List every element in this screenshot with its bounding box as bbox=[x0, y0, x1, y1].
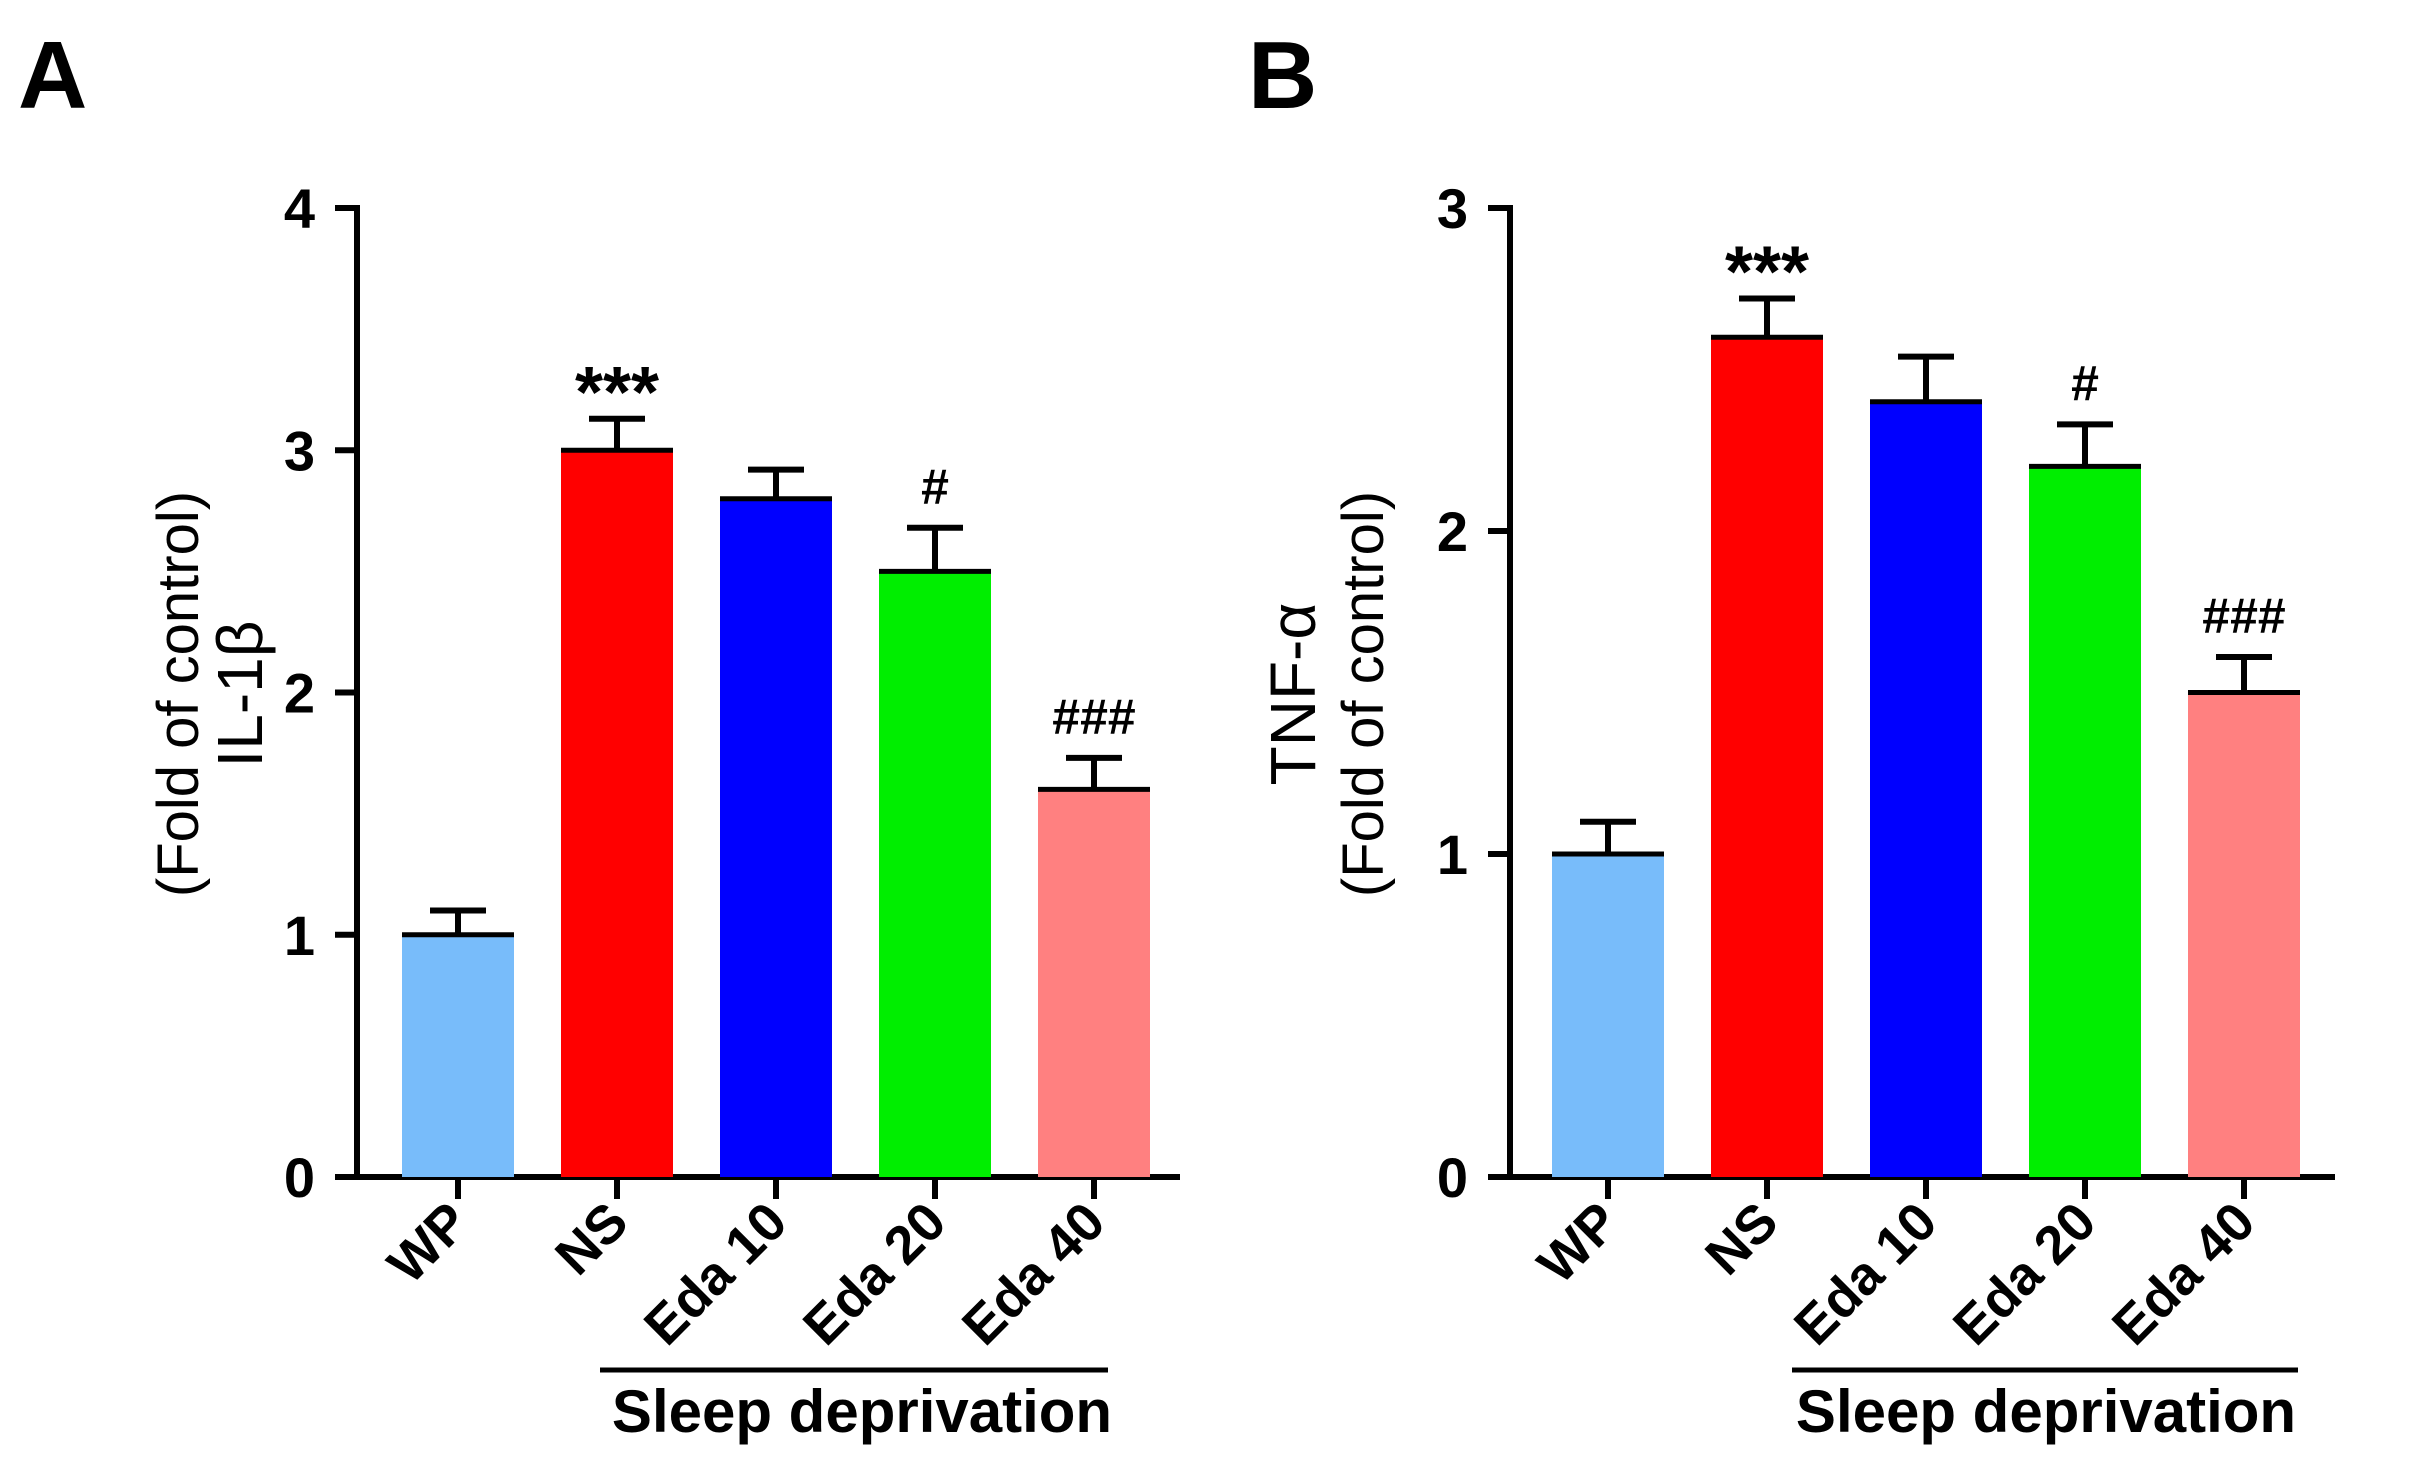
chart-b-x-tick-label: Eda 10 bbox=[1783, 1191, 1949, 1357]
chart-b-bar-wp bbox=[1552, 854, 1664, 1177]
chart-a-y-label-sub: (Fold of control) bbox=[146, 491, 211, 897]
chart-b-y-tick-label: 2 bbox=[1437, 500, 1468, 563]
chart-a-significance-label: ### bbox=[1052, 689, 1135, 745]
panel-b-label: B bbox=[1248, 22, 1318, 129]
chart-b-bar-ns bbox=[1711, 337, 1823, 1177]
chart-a-group-label: Sleep deprivation bbox=[612, 1378, 1112, 1445]
chart-b-significance-label: *** bbox=[1725, 232, 1809, 312]
chart-a-significance-label: *** bbox=[575, 353, 659, 433]
chart-a-bar-wp bbox=[402, 934, 514, 1177]
chart-b-y-tick-label: 1 bbox=[1437, 823, 1468, 886]
chart-a-y-tick-label: 0 bbox=[284, 1146, 315, 1209]
chart-a-x-tick-label: Eda 10 bbox=[633, 1191, 799, 1357]
chart-b-x-tick-label: Eda 40 bbox=[2101, 1191, 2267, 1357]
chart-a-y-tick-label: 4 bbox=[284, 177, 315, 240]
chart-a-y-label: IL-1β bbox=[204, 620, 276, 767]
chart-b-y-label: TNF-α bbox=[1257, 603, 1329, 786]
chart-a-x-tick-label: NS bbox=[544, 1191, 639, 1286]
chart-b-group-label: Sleep deprivation bbox=[1796, 1378, 2296, 1445]
chart-a-y-tick-label: 2 bbox=[284, 662, 315, 725]
chart-a-x-tick-label: WP bbox=[377, 1191, 481, 1295]
chart-b-x-tick-label: Eda 20 bbox=[1942, 1191, 2108, 1357]
chart-a-x-tick-label: Eda 20 bbox=[792, 1191, 958, 1357]
chart-a-y-tick-label: 3 bbox=[284, 419, 315, 482]
chart-a-x-tick-label: Eda 40 bbox=[951, 1191, 1117, 1357]
chart-b-y-tick-label: 3 bbox=[1437, 177, 1468, 240]
chart-b-bar-eda-40 bbox=[2188, 692, 2300, 1177]
chart-b-x-tick-label: WP bbox=[1527, 1191, 1631, 1295]
chart-b-x-tick-label: NS bbox=[1694, 1191, 1789, 1286]
chart-b-significance-label: ### bbox=[2202, 588, 2285, 644]
chart-a-bar-eda-40 bbox=[1038, 789, 1150, 1177]
chart-b-y-tick-label: 0 bbox=[1437, 1146, 1468, 1209]
chart-a-significance-label: # bbox=[921, 459, 949, 515]
chart-b-significance-label: # bbox=[2071, 355, 2099, 411]
chart-a-bar-eda-20 bbox=[879, 571, 991, 1177]
panel-a-label: A bbox=[18, 22, 88, 129]
chart-b-y-label-sub: (Fold of control) bbox=[1331, 491, 1396, 897]
chart-b-bar-eda-10 bbox=[1870, 401, 1982, 1177]
chart-a-bar-eda-10 bbox=[720, 498, 832, 1177]
chart-a-bar-ns bbox=[561, 450, 673, 1177]
chart-b-bar-eda-20 bbox=[2029, 466, 2141, 1177]
chart-a-y-tick-label: 1 bbox=[284, 904, 315, 967]
